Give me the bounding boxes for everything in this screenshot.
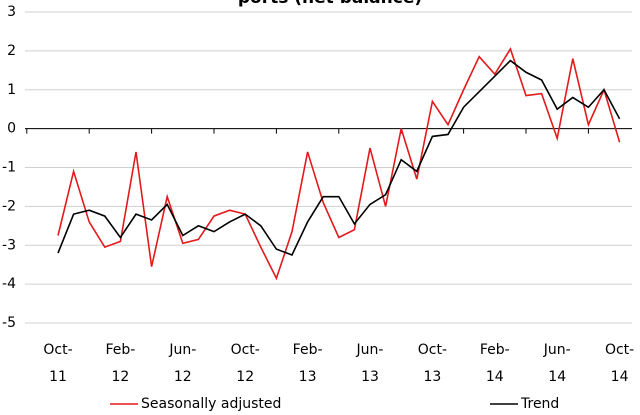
x-tick-label: Feb-13 xyxy=(293,342,323,385)
x-tick-label: Feb-14 xyxy=(480,342,510,385)
legend-label: Trend xyxy=(520,396,559,412)
x-tick-label: Oct-11 xyxy=(43,342,72,385)
y-tick-label: 3 xyxy=(7,4,16,20)
y-tick-label: -4 xyxy=(2,276,16,292)
x-tick-label: Oct-14 xyxy=(605,342,634,385)
x-tick-label: Jun-12 xyxy=(168,342,196,385)
y-tick-label: -5 xyxy=(2,315,16,331)
y-tick-label: -1 xyxy=(2,160,16,176)
x-tick-label: Oct-13 xyxy=(418,342,447,385)
y-tick-label: 1 xyxy=(7,82,16,98)
x-tick-label: Jun-14 xyxy=(543,342,571,385)
legend-label: Seasonally adjusted xyxy=(141,396,281,412)
y-tick-label: 2 xyxy=(7,43,16,59)
chart-title: ports (net balance) xyxy=(238,0,422,8)
y-tick-label: -3 xyxy=(2,237,16,253)
series-line xyxy=(57,47,621,281)
y-tick-label: 0 xyxy=(7,121,16,137)
y-tick-label: -2 xyxy=(2,198,16,214)
x-tick-label: Feb-12 xyxy=(105,342,135,385)
x-tick-label: Jun-13 xyxy=(356,342,384,385)
series-line xyxy=(57,59,621,256)
x-tick-label: Oct-12 xyxy=(231,342,260,385)
